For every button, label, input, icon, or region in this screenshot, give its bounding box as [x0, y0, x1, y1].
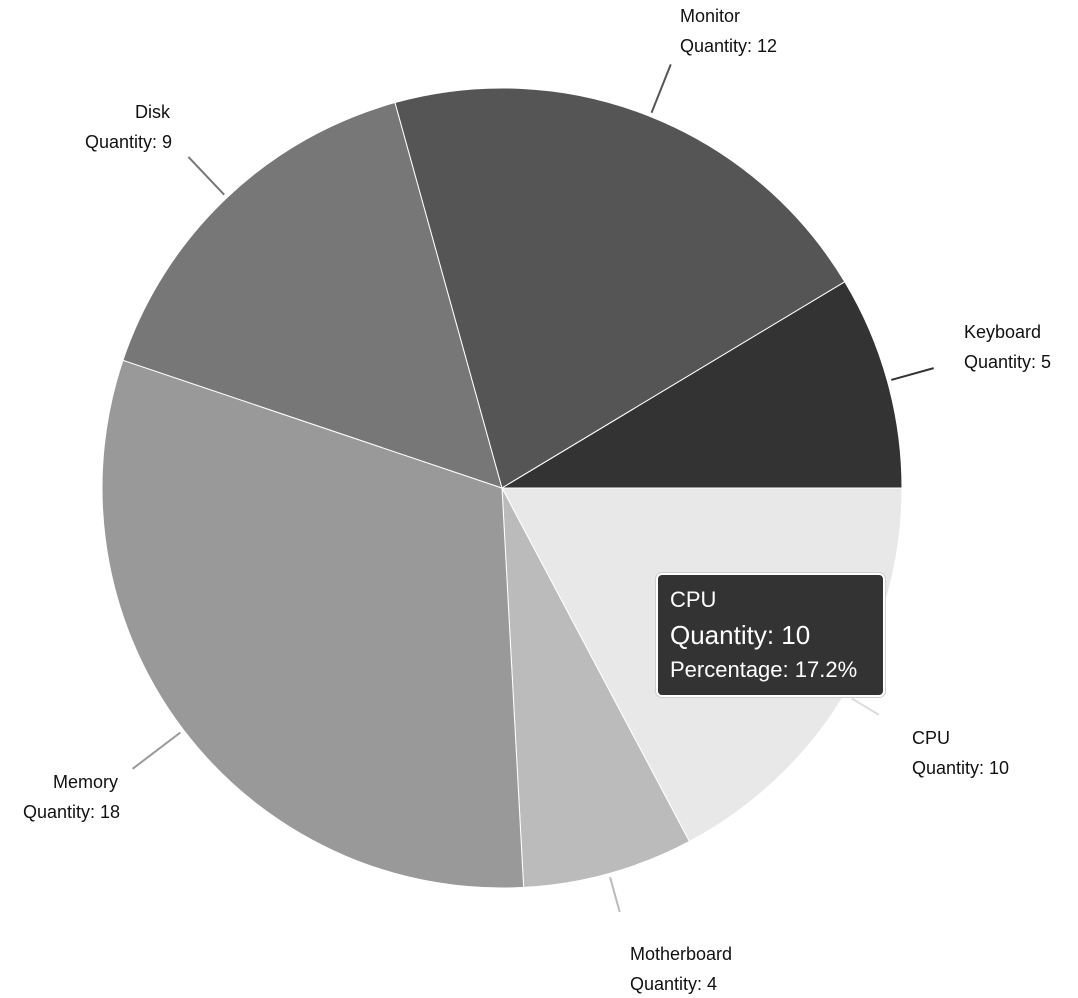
slice-quantity-label-keyboard: Quantity: 5	[964, 352, 1051, 372]
pie-slice-motherboard[interactable]	[501, 487, 691, 888]
leader-line-cpu	[851, 697, 880, 716]
slice-quantity-label-motherboard: Quantity: 4	[630, 974, 717, 994]
tooltip-title: CPU	[670, 587, 717, 612]
pie-slice-keyboard[interactable]	[500, 281, 903, 489]
slice-quantity-label-cpu: Quantity: 10	[912, 758, 1009, 778]
slice-quantity-label-monitor: Quantity: 12	[680, 36, 777, 56]
slice-label-keyboard: Keyboard	[964, 322, 1041, 342]
slice-label-monitor: Monitor	[680, 6, 740, 26]
leader-line-monitor	[650, 64, 672, 114]
leader-line-memory	[132, 731, 181, 770]
slice-quantity-label-disk: Quantity: 9	[85, 132, 172, 152]
leader-line-motherboard	[609, 877, 621, 913]
slice-label-memory: Memory	[53, 772, 118, 792]
tooltip-percentage: Percentage: 17.2%	[670, 657, 858, 682]
slice-quantity-label-memory: Quantity: 18	[23, 802, 120, 822]
slice-label-motherboard: Motherboard	[630, 944, 732, 964]
leader-line-keyboard	[891, 367, 934, 381]
pie-slice-disk[interactable]	[122, 101, 503, 489]
tooltip: CPU Quantity: 10 Percentage: 17.2%	[655, 572, 886, 698]
pie-slice-memory[interactable]	[101, 359, 525, 889]
pie-slice-monitor[interactable]	[394, 87, 846, 489]
leader-line-disk	[187, 156, 225, 196]
tooltip-quantity: Quantity: 10	[670, 620, 811, 650]
slice-label-disk: Disk	[135, 102, 171, 122]
slice-label-cpu: CPU	[912, 728, 950, 748]
